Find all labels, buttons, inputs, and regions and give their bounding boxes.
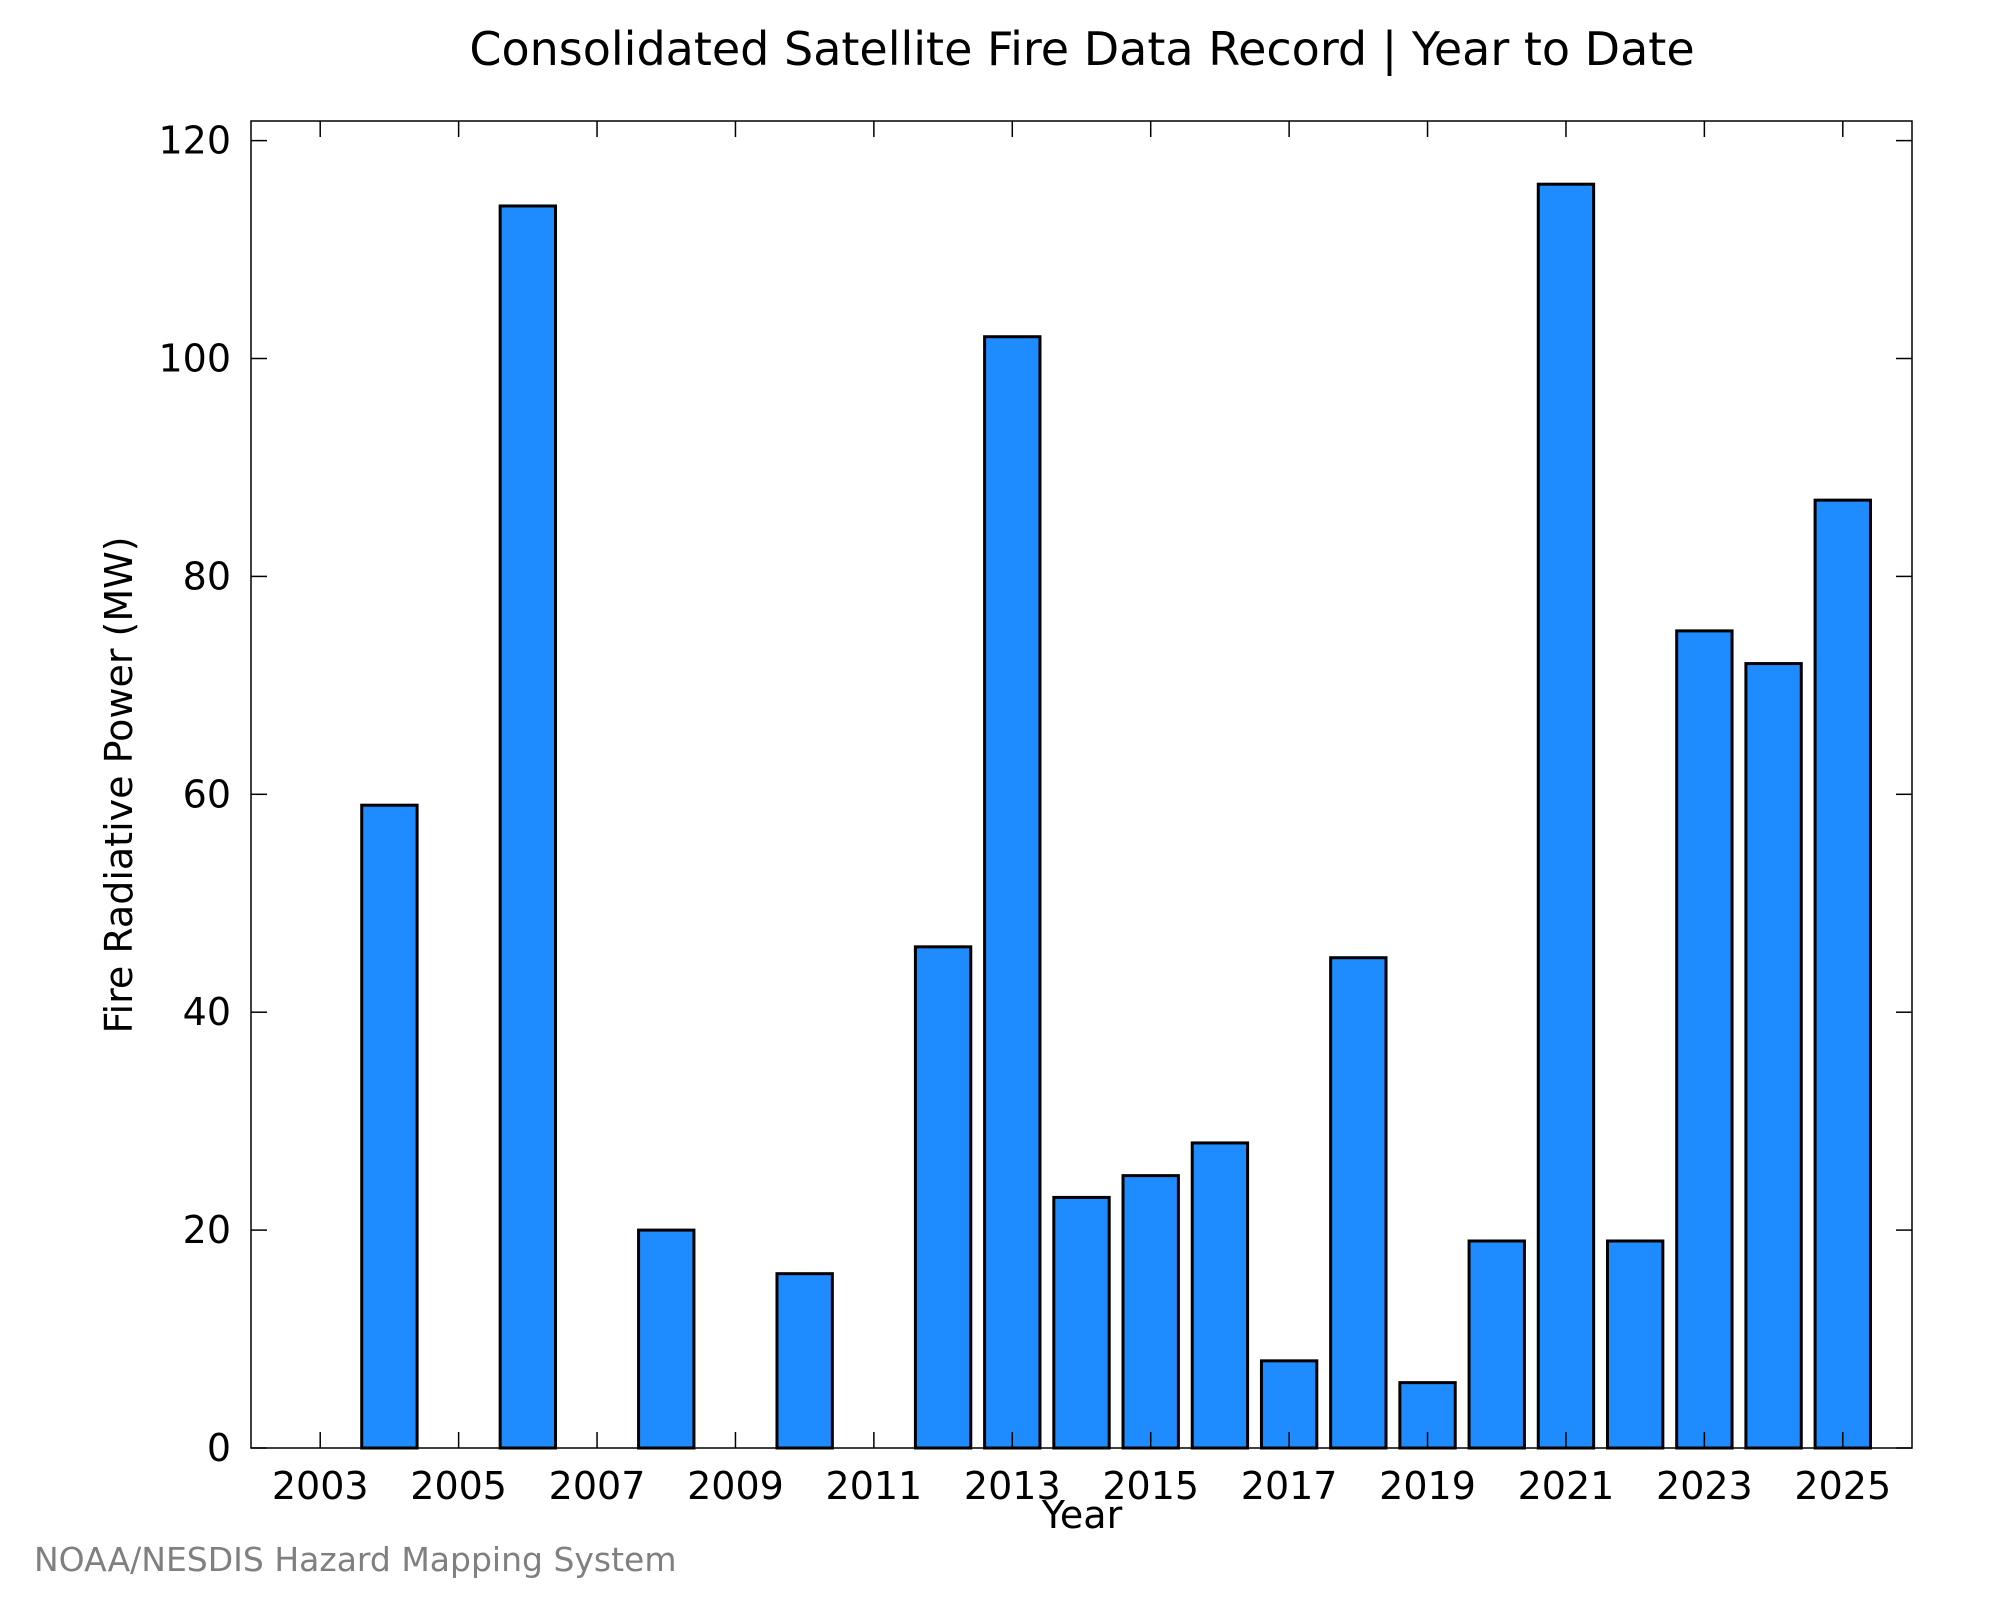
x-tick-label-2017: 2017 [1241,1464,1338,1508]
bar-2012 [913,945,973,1450]
x-axis-label: Year [1041,1493,1123,1537]
bar-2010 [775,1272,834,1450]
bar-2021 [1536,182,1596,1450]
x-tick-label-2009: 2009 [687,1464,784,1508]
x-tick-label-2013: 2013 [964,1464,1061,1508]
y-tick-label-120: 120 [158,119,231,163]
plot-frame [250,120,1913,1449]
chart-title: Consolidated Satellite Fire Data Record … [469,22,1694,77]
x-tick-label-2003: 2003 [272,1464,369,1508]
y-tick-label-20: 20 [183,1208,231,1252]
x-tick-label-2023: 2023 [1656,1464,1753,1508]
x-tick-label-2005: 2005 [410,1464,507,1508]
x-tick-label-2011: 2011 [826,1464,923,1508]
bar-2022 [1605,1239,1665,1450]
x-tick-label-2021: 2021 [1518,1464,1615,1508]
bar-2024 [1744,662,1803,1450]
y-tick-label-40: 40 [183,990,231,1034]
x-tick-label-2007: 2007 [549,1464,646,1508]
bar-2018 [1329,956,1388,1450]
y-tick-label-60: 60 [183,772,231,816]
x-tick-label-2019: 2019 [1379,1464,1476,1508]
bar-2023 [1675,629,1734,1450]
bars-group [360,182,1872,1450]
bar-2020 [1467,1239,1526,1450]
y-tick-label-0: 0 [207,1426,231,1470]
x-axis: 2003 2005 2007 2009 2011 2013 2015 2017 2019 2021… [272,121,1891,1508]
bar-2013 [983,335,1042,1450]
y-axis-label: Fire Radiative Power (MW) [97,536,141,1033]
bar-2006 [498,204,558,1450]
bar-2014 [1052,1195,1111,1450]
y-tick-label-80: 80 [183,554,231,598]
bar-2008 [637,1228,696,1450]
x-tick-label-2025: 2025 [1794,1464,1891,1508]
bar-2015 [1121,1174,1180,1450]
bar-2016 [1190,1141,1250,1450]
x-tick-label-2015: 2015 [1102,1464,1199,1508]
bar-2025 [1813,498,1872,1450]
bar-2004 [360,803,419,1450]
y-axis: 0 20 40 60 80 100 120 [158,119,1912,1470]
credit-text: NOAA/NESDIS Hazard Mapping System [34,1540,677,1579]
y-tick-label-100: 100 [158,337,231,381]
